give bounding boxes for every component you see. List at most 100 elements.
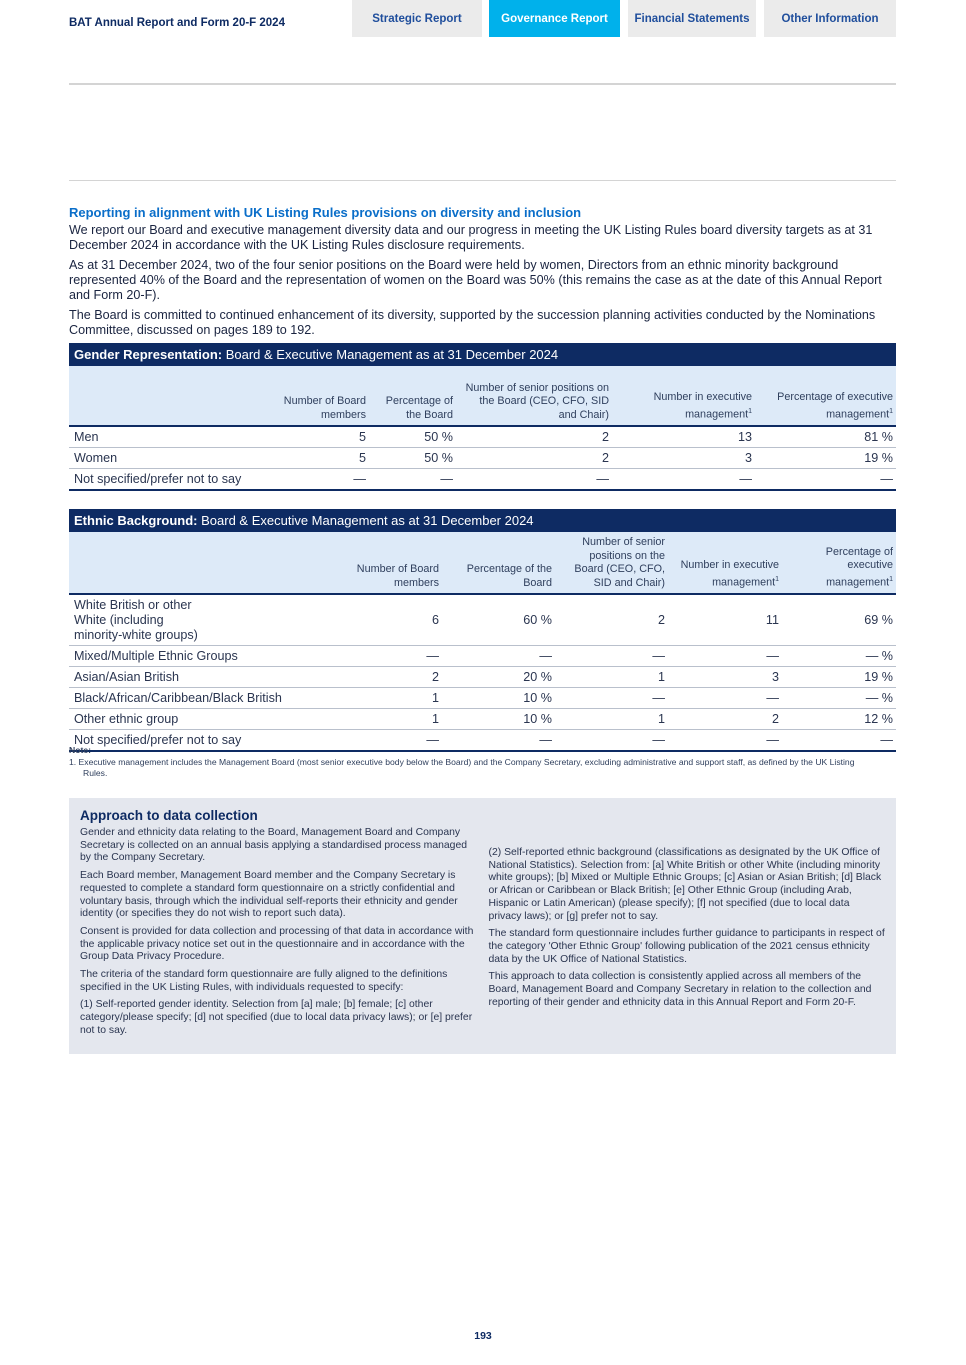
- page-number: 193: [474, 1330, 492, 1342]
- table-cell: —: [456, 468, 612, 491]
- table-row: Not specified/prefer not to say — — — — —: [69, 729, 896, 752]
- table-cell: —: [668, 729, 782, 752]
- row-label: Not specified/prefer not to say: [69, 729, 329, 752]
- table-row: White British or other White (including …: [69, 594, 896, 646]
- table-cell: 50 %: [369, 426, 456, 448]
- table-title: Ethnic Background: Board & Executive Man…: [69, 509, 896, 532]
- table-cell: 1: [329, 708, 442, 730]
- table-cell: 1: [329, 687, 442, 709]
- approach-paragraph: (2) Self-reported ethnic background (cla…: [488, 847, 882, 922]
- table-cell: 19 %: [782, 666, 896, 688]
- intro-paragraph: We report our Board and executive manage…: [69, 223, 873, 252]
- tab-strategic-report[interactable]: Strategic Report: [352, 0, 482, 37]
- approach-paragraph: Gender and ethnicity data relating to th…: [80, 827, 468, 864]
- table-cell: 2: [329, 666, 442, 688]
- row-label: Mixed/Multiple Ethnic Groups: [69, 645, 329, 667]
- tab-other-information[interactable]: Other Information: [764, 0, 896, 37]
- table-cell: 5: [269, 447, 369, 469]
- table-row: Black/African/Caribbean/Black British 1 10…: [69, 687, 896, 709]
- table-title-rest: Board & Executive Management as at 31 De…: [222, 347, 559, 362]
- table-cell: 3: [668, 666, 782, 688]
- approach-left-column: Gender and ethnicity data relating to th…: [80, 827, 477, 1043]
- table-cell: 6: [329, 594, 442, 646]
- column-header: Number of senior positions on the Board …: [555, 532, 668, 595]
- intro-paragraph: As at 31 December 2024, two of the four …: [69, 258, 882, 302]
- row-label: Men: [69, 426, 269, 448]
- ethnic-table: Ethnic Background: Board & Executive Man…: [69, 509, 896, 752]
- note-label: Note:: [69, 745, 91, 755]
- table-cell: —: [369, 468, 456, 491]
- approach-paragraph: Each Board member, Management Board memb…: [80, 870, 458, 920]
- approach-paragraph: (1) Self-reported gender identity. Selec…: [80, 999, 473, 1036]
- table-row: Not specified/prefer not to say — — — — —: [69, 468, 896, 491]
- row-label: Women: [69, 447, 269, 469]
- divider: [69, 83, 896, 85]
- gender-table: Gender Representation: Board & Executive…: [69, 343, 896, 491]
- approach-paragraph: This approach to data collection is cons…: [488, 971, 872, 1008]
- table-note: Note: 1. Executive management includes t…: [69, 745, 896, 780]
- table-title-bold: Gender Representation:: [74, 347, 223, 362]
- table-cell: 50 %: [369, 447, 456, 469]
- table-cell: 20 %: [442, 666, 555, 688]
- approach-right-column: (2) Self-reported ethnic background (cla…: [489, 847, 886, 1043]
- tab-governance-report[interactable]: Governance Report: [489, 0, 620, 37]
- table-cell: 60 %: [442, 594, 555, 646]
- table-cell: 12 %: [782, 708, 896, 730]
- column-header: Number of Board members: [269, 366, 369, 427]
- table-cell: 3: [612, 447, 755, 469]
- table-cell: 10 %: [442, 687, 555, 709]
- table-cell: —: [442, 645, 555, 667]
- table-title: Gender Representation: Board & Executive…: [69, 343, 896, 366]
- table-cell: —: [329, 729, 442, 752]
- approach-paragraph: Consent is provided for data collection …: [80, 925, 474, 963]
- column-header: [69, 366, 269, 427]
- table-cell: 5: [269, 426, 369, 448]
- table-cell: —: [668, 645, 782, 667]
- table-row: Asian/Asian British 2 20 % 1 3 19 %: [69, 666, 896, 688]
- table-cell: 2: [456, 426, 612, 448]
- column-header: Percentage of the Board: [442, 532, 555, 595]
- note-item: 1. Executive management includes the Man…: [69, 756, 855, 779]
- table-cell: —: [269, 468, 369, 491]
- column-header: Percentage of executive management1: [782, 532, 896, 595]
- row-label: Other ethnic group: [69, 708, 329, 730]
- row-label: Asian/Asian British: [69, 666, 329, 688]
- table-cell: —: [555, 729, 668, 752]
- tab-financial-statements[interactable]: Financial Statements: [628, 0, 756, 37]
- table-cell: 13: [612, 426, 755, 448]
- table-cell: — %: [782, 645, 896, 667]
- table-cell: — %: [782, 687, 896, 709]
- table-cell: 81 %: [755, 426, 896, 448]
- table-cell: —: [755, 468, 896, 491]
- table-title-rest: Board & Executive Management as at 31 De…: [197, 513, 534, 528]
- table-cell: —: [612, 468, 755, 491]
- table-row: Men 5 50 % 2 13 81 %: [69, 426, 896, 448]
- column-header: Number of senior positions on the Board …: [456, 366, 612, 427]
- table-row: Other ethnic group 1 10 % 1 2 12 %: [69, 708, 896, 730]
- table-cell: 2: [456, 447, 612, 469]
- table-title-bold: Ethnic Background:: [74, 513, 198, 528]
- document-title: BAT Annual Report and Form 20-F 2024: [69, 17, 285, 29]
- column-header: Percentage of executive management1: [755, 366, 896, 427]
- column-header: Percentage of the Board: [369, 366, 456, 427]
- table-cell: 11: [668, 594, 782, 646]
- divider: [69, 180, 896, 181]
- table-cell: 1: [555, 708, 668, 730]
- approach-paragraph: The criteria of the standard form questi…: [80, 969, 448, 993]
- column-header: Number in executive management1: [668, 532, 782, 595]
- table-cell: 2: [555, 594, 668, 646]
- table-row: Women 5 50 % 2 3 19 %: [69, 447, 896, 469]
- approach-panel: Approach to data collection Gender and e…: [69, 798, 896, 1054]
- column-header: Number in executive management1: [612, 366, 755, 427]
- table-cell: —: [442, 729, 555, 752]
- table-cell: —: [555, 687, 668, 709]
- column-header: [69, 532, 329, 595]
- table-cell: 19 %: [755, 447, 896, 469]
- row-label: Black/African/Caribbean/Black British: [69, 687, 329, 709]
- row-label: Not specified/prefer not to say: [69, 468, 269, 491]
- table-cell: 2: [668, 708, 782, 730]
- table-cell: —: [668, 687, 782, 709]
- table-cell: 1: [555, 666, 668, 688]
- row-label: White British or other White (including …: [69, 594, 329, 646]
- table-cell: 10 %: [442, 708, 555, 730]
